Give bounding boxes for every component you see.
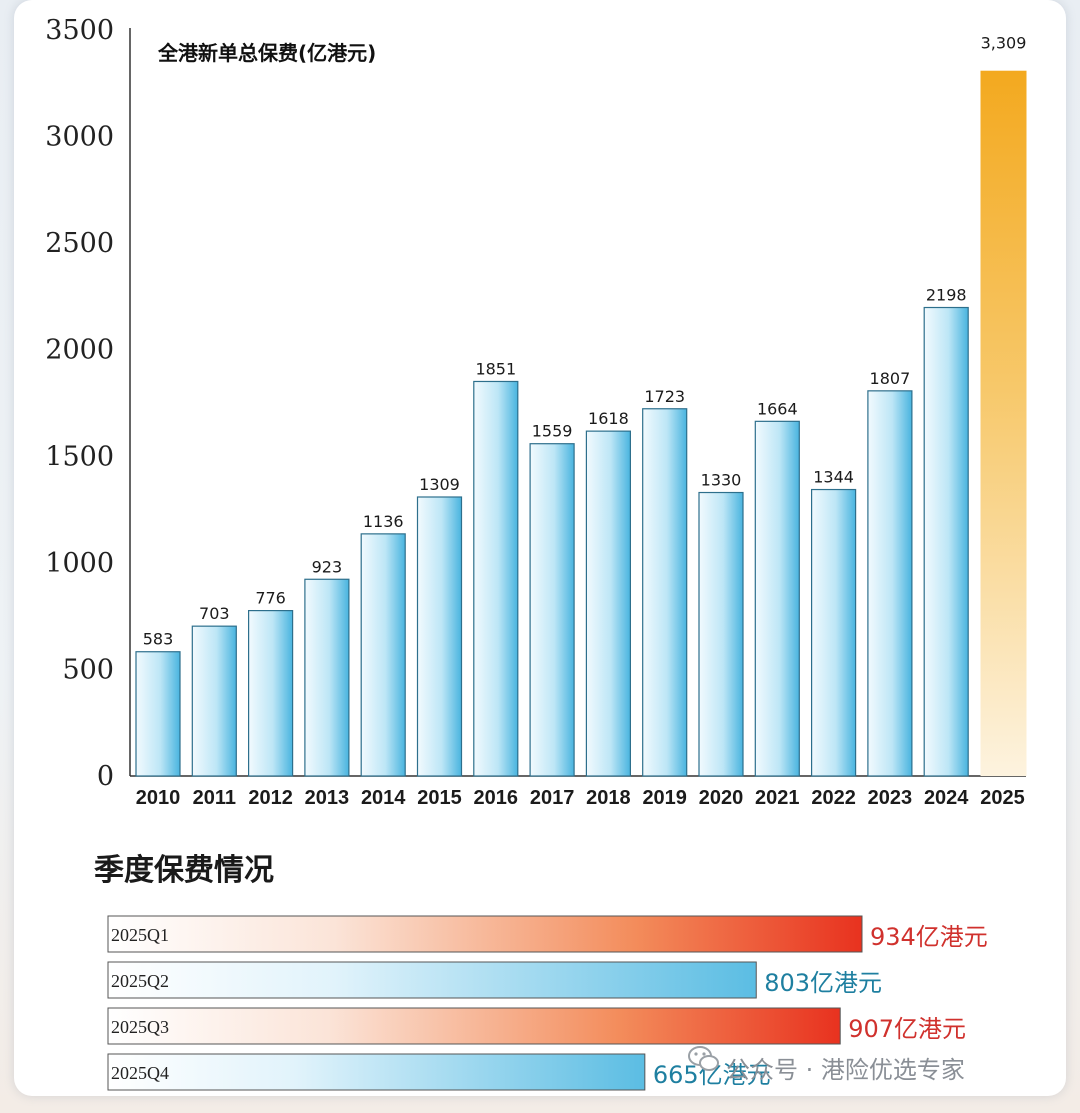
bar-2021 xyxy=(754,420,800,777)
bar-2019 xyxy=(642,408,688,777)
chart-title: 全港新单总保费(亿港元) xyxy=(157,41,376,65)
watermark-text: 公众号 · 港险优选专家 xyxy=(726,1056,965,1084)
x-tick-label-2012: 2012 xyxy=(248,787,293,809)
data-label-2024: 2198 xyxy=(926,286,967,305)
bar-2013 xyxy=(304,578,350,777)
data-label-2015: 1309 xyxy=(419,475,460,494)
bar-series: 583 703 776 923 1136 1309 1851 1559 1618 1723 1330… xyxy=(135,34,1027,777)
bar-2011 xyxy=(191,625,237,777)
y-tick-label: 3500 xyxy=(45,15,114,46)
chart-canvas: 全港新单总保费(亿港元) 0 500 1000 1500 2000 2500 3000 350… xyxy=(45,15,1027,1091)
data-label-2025: 3,309 xyxy=(981,34,1027,53)
y-tick-label: 1000 xyxy=(45,548,114,579)
data-label-2017: 1559 xyxy=(532,422,573,441)
bar-2016 xyxy=(473,380,519,777)
quarter-value-2025Q2: 803亿港元 xyxy=(764,969,882,997)
x-tick-label-2018: 2018 xyxy=(586,787,631,809)
quarter-label-2025Q2: 2025Q2 xyxy=(111,971,169,991)
x-tick-label-2017: 2017 xyxy=(530,787,575,809)
bar-2014 xyxy=(360,533,406,777)
data-label-2022: 1344 xyxy=(813,468,854,487)
data-label-2018: 1618 xyxy=(588,409,629,428)
x-tick-label-2020: 2020 xyxy=(699,787,744,809)
data-label-2020: 1330 xyxy=(701,471,742,490)
quarterly-section-title: 季度保费情况 xyxy=(94,853,274,888)
x-tick-label-2016: 2016 xyxy=(474,787,519,809)
quarter-bar-2025Q2 xyxy=(107,961,757,999)
bar-2024 xyxy=(923,306,969,777)
bar-2017 xyxy=(529,443,575,777)
x-tick-label-2022: 2022 xyxy=(811,787,856,809)
data-label-2019: 1723 xyxy=(644,387,685,406)
quarter-value-2025Q1: 934亿港元 xyxy=(870,923,988,951)
wechat-icon xyxy=(688,1046,719,1071)
bar-2012 xyxy=(248,610,294,777)
data-label-2010: 583 xyxy=(143,630,174,649)
bar-2015 xyxy=(416,496,463,777)
quarter-label-2025Q4: 2025Q4 xyxy=(111,1063,169,1083)
x-axis-labels: 2010 2011 2012 2013 2014 2015 2016 2017 2018 2019… xyxy=(136,787,1025,809)
bar-2022 xyxy=(810,488,857,777)
chart-card: 全港新单总保费(亿港元) 0 500 1000 1500 2000 2500 3000 350… xyxy=(14,0,1066,1096)
quarter-bar-2025Q1 xyxy=(107,915,863,953)
watermark: 公众号 · 港险优选专家 xyxy=(688,1046,965,1084)
data-label-2012: 776 xyxy=(255,589,286,608)
x-tick-label-2013: 2013 xyxy=(305,787,350,809)
bar-2010 xyxy=(135,651,181,777)
bar-2018 xyxy=(585,430,632,777)
bar-2020 xyxy=(698,491,744,777)
bar-2025 xyxy=(980,70,1027,777)
y-tick-label: 1500 xyxy=(45,441,114,472)
y-axis: 0 500 1000 1500 2000 2500 3000 3500 xyxy=(45,15,114,792)
data-label-2013: 923 xyxy=(312,557,343,576)
y-tick-label: 2500 xyxy=(45,228,114,259)
data-label-2021: 1664 xyxy=(757,399,798,418)
x-tick-label-2011: 2011 xyxy=(193,787,236,809)
quarter-value-2025Q3: 907亿港元 xyxy=(848,1015,966,1043)
quarter-bar-2025Q3 xyxy=(107,1007,841,1045)
quarter-label-2025Q3: 2025Q3 xyxy=(111,1017,169,1037)
x-tick-label-2019: 2019 xyxy=(642,787,687,809)
x-tick-label-2023: 2023 xyxy=(868,787,913,809)
data-label-2016: 1851 xyxy=(475,359,516,378)
quarterly-bars: 2025Q1 934亿港元 2025Q2 803亿港元 2025Q3 907亿港元 2025… xyxy=(107,915,988,1091)
y-tick-label: 0 xyxy=(97,761,114,792)
x-tick-label-2010: 2010 xyxy=(136,787,181,809)
data-label-2011: 703 xyxy=(199,604,230,623)
x-tick-label-2014: 2014 xyxy=(361,787,406,809)
x-tick-label-2015: 2015 xyxy=(417,787,462,809)
x-tick-label-2025: 2025 xyxy=(980,787,1025,809)
quarter-label-2025Q1: 2025Q1 xyxy=(111,925,169,945)
data-label-2014: 1136 xyxy=(363,512,404,531)
bar-2023 xyxy=(867,390,913,777)
y-tick-label: 500 xyxy=(62,654,114,685)
quarter-bar-2025Q4 xyxy=(107,1053,646,1091)
y-tick-label: 2000 xyxy=(45,335,114,366)
y-tick-label: 3000 xyxy=(45,122,114,153)
x-tick-label-2021: 2021 xyxy=(755,787,800,809)
x-tick-label-2024: 2024 xyxy=(924,787,969,809)
data-label-2023: 1807 xyxy=(870,369,911,388)
